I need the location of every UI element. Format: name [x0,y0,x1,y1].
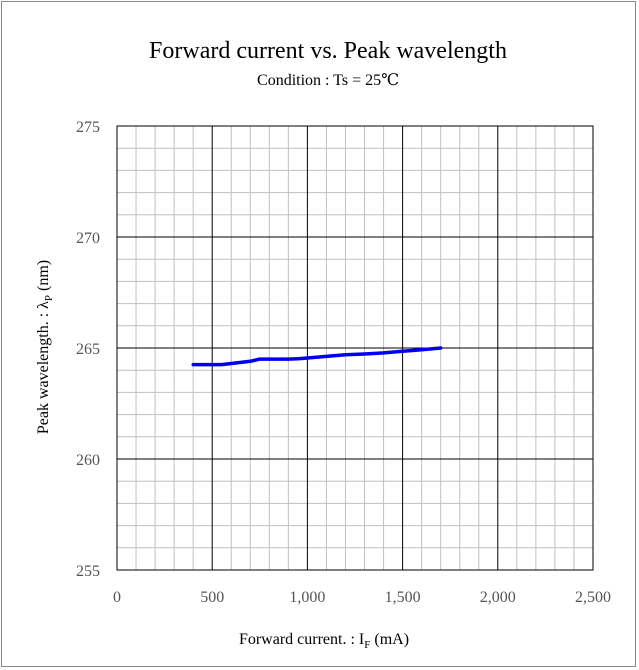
y-tick-label: 275 [76,119,100,136]
x-tick-label: 500 [200,589,224,606]
x-tick-label: 2,000 [480,589,516,606]
y-axis-label-subscript: P [43,295,55,301]
x-axis-label-subscript: F [364,639,370,651]
series-layer [191,346,443,367]
y-tick-label: 260 [76,452,100,469]
series-line [191,346,443,367]
y-tick-label: 255 [76,563,100,580]
major-grid [117,126,593,570]
x-tick-label: 0 [113,589,121,606]
chart-title: Forward current vs. Peak wavelength [149,38,507,64]
y-tick-label: 265 [76,341,100,358]
y-axis-label-main: Peak wavelength. : λ [35,301,52,434]
x-axis-label: Forward current. : IF (mA) [239,631,409,651]
y-tick-labels: 255 260 265 270 275 [76,119,100,580]
chart-subtitle: Condition : Ts = 25℃ [257,72,399,89]
y-axis-label: Peak wavelength. : λP (nm) [35,260,55,434]
y-axis-label-unit: (nm) [35,260,52,295]
y-tick-label: 270 [76,230,100,247]
x-tick-label: 2,500 [575,589,611,606]
x-axis-label-unit: (mA) [370,631,409,648]
x-tick-labels: 0 500 1,000 1,500 2,000 2,500 [113,589,611,606]
plot-area-border [116,125,594,571]
x-tick-label: 1,000 [289,589,325,606]
x-axis-label-main: Forward current. : I [239,631,364,648]
x-tick-label: 1,500 [385,589,421,606]
